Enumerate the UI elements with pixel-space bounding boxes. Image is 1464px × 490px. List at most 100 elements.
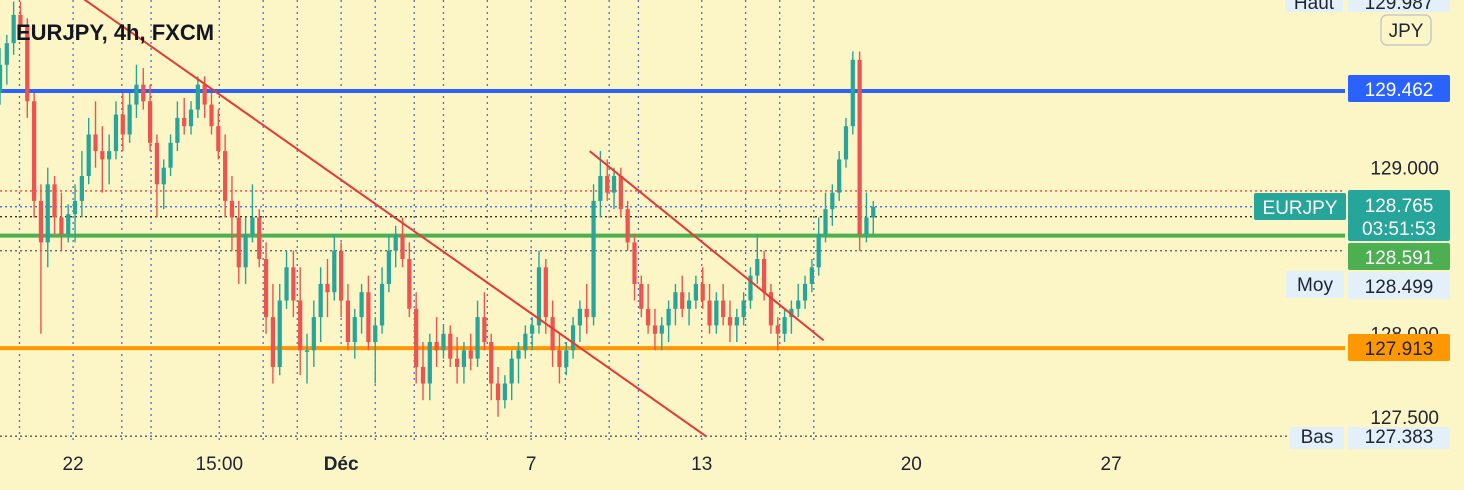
x-tick-label-3: 7 [526, 454, 537, 475]
horizontal-levels [0, 88, 1345, 351]
candle-body-30 [202, 84, 207, 105]
trendline-1 [589, 150, 825, 342]
low-value: 127.383 [1365, 427, 1434, 448]
candle-body-85 [577, 308, 583, 326]
chart-title: EURJPY, 4h, FXCM [16, 20, 214, 45]
candle-body-13 [86, 134, 91, 176]
candle-body-78 [530, 325, 535, 334]
candle-body-32 [216, 126, 221, 152]
candle-body-77 [523, 333, 528, 351]
candle-body-17 [113, 114, 119, 152]
candle-body-75 [509, 358, 514, 384]
bar-countdown: 03:51:53 [1362, 219, 1436, 240]
candle-body-76 [516, 350, 521, 359]
candle-body-50 [339, 250, 344, 301]
currency-button-label: JPY [1389, 21, 1424, 42]
candle-body-68 [461, 350, 467, 367]
candle-body-91 [618, 176, 623, 210]
candle-body-54 [366, 292, 371, 343]
y-tick-label-0: 127.500 [1370, 408, 1439, 429]
candle-body-48 [325, 283, 330, 293]
candle-body-105 [714, 300, 719, 326]
candle-body-107 [727, 317, 733, 326]
candle-body-63 [427, 342, 432, 384]
candle-body-57 [386, 250, 391, 284]
candle-body-84 [570, 325, 576, 351]
candle-body-98 [666, 308, 671, 326]
candle-body-67 [454, 358, 460, 367]
candle-body-108 [734, 317, 739, 326]
candle-body-11 [72, 200, 78, 215]
candle-body-20 [134, 84, 139, 105]
candle-body-123 [837, 159, 842, 193]
candle-body-117 [796, 300, 801, 309]
candle-body-52 [352, 317, 357, 343]
candle-body-124 [843, 126, 849, 160]
candle-body-90 [611, 176, 617, 193]
candle-body-18 [120, 114, 125, 135]
candle-body-110 [748, 275, 753, 301]
candle-body-40 [270, 317, 276, 367]
candle-body-104 [707, 300, 712, 326]
x-tick-label-2: Déc [324, 454, 359, 475]
candle-body-29 [195, 84, 200, 110]
candle-body-47 [318, 283, 323, 318]
currency-button[interactable] [1380, 14, 1432, 46]
x-tick-label-0: 22 [63, 454, 84, 475]
candle-body-33 [223, 151, 228, 201]
avg-label: Moy [1297, 275, 1333, 296]
support-orange-tag [1348, 334, 1450, 361]
low-tag [1290, 427, 1344, 449]
candle-body-82 [557, 350, 562, 367]
candle-body-115 [782, 317, 787, 334]
candle-body-80 [543, 267, 548, 318]
candle-body-64 [434, 342, 439, 351]
candle-body-109 [741, 300, 746, 318]
candle-body-23 [154, 142, 160, 185]
dotted-levels [0, 190, 1345, 437]
support-orange-value: 127.913 [1365, 339, 1434, 360]
candle-body-59 [400, 234, 405, 260]
candle-body-125 [850, 59, 855, 127]
x-tick-label-5: 20 [901, 454, 922, 475]
candle-body-41 [277, 300, 282, 367]
candle-body-51 [345, 300, 351, 343]
candle-body-100 [680, 292, 685, 309]
low-label: Bas [1301, 427, 1334, 448]
candle-body-35 [236, 217, 241, 268]
symbol-tag [1254, 193, 1346, 220]
avg-value: 128.499 [1365, 277, 1434, 298]
candle-body-93 [632, 242, 637, 284]
candle-body-114 [775, 325, 780, 334]
trendlines [83, 0, 825, 438]
candle-body-106 [721, 300, 726, 318]
candle-body-14 [93, 134, 98, 152]
candle-body-9 [59, 217, 64, 235]
resistance-tag [1348, 75, 1450, 102]
candle-body-1 [4, 43, 9, 65]
candle-body-89 [605, 176, 610, 193]
candle-body-3 [18, 14, 23, 27]
candle-body-73 [495, 383, 501, 401]
candle-body-4 [25, 26, 30, 102]
candle-body-58 [393, 234, 398, 251]
candle-body-111 [755, 259, 760, 276]
candles [0, 1, 876, 417]
candle-body-43 [291, 267, 296, 301]
candle-body-103 [700, 283, 705, 301]
high-value-tag [1348, 0, 1450, 12]
candle-body-60 [407, 259, 412, 309]
candle-body-55 [373, 325, 378, 343]
candle-body-81 [550, 317, 555, 351]
candle-body-120 [816, 234, 821, 268]
x-tick-label-4: 13 [691, 454, 712, 475]
candle-body-99 [673, 292, 678, 309]
candle-body-113 [768, 292, 774, 326]
y-tick-label-3: 129.000 [1370, 159, 1439, 180]
candle-body-6 [38, 200, 44, 243]
candle-body-121 [823, 209, 828, 235]
candle-body-56 [379, 283, 385, 326]
candle-body-5 [31, 101, 37, 201]
candle-body-2 [11, 14, 16, 44]
